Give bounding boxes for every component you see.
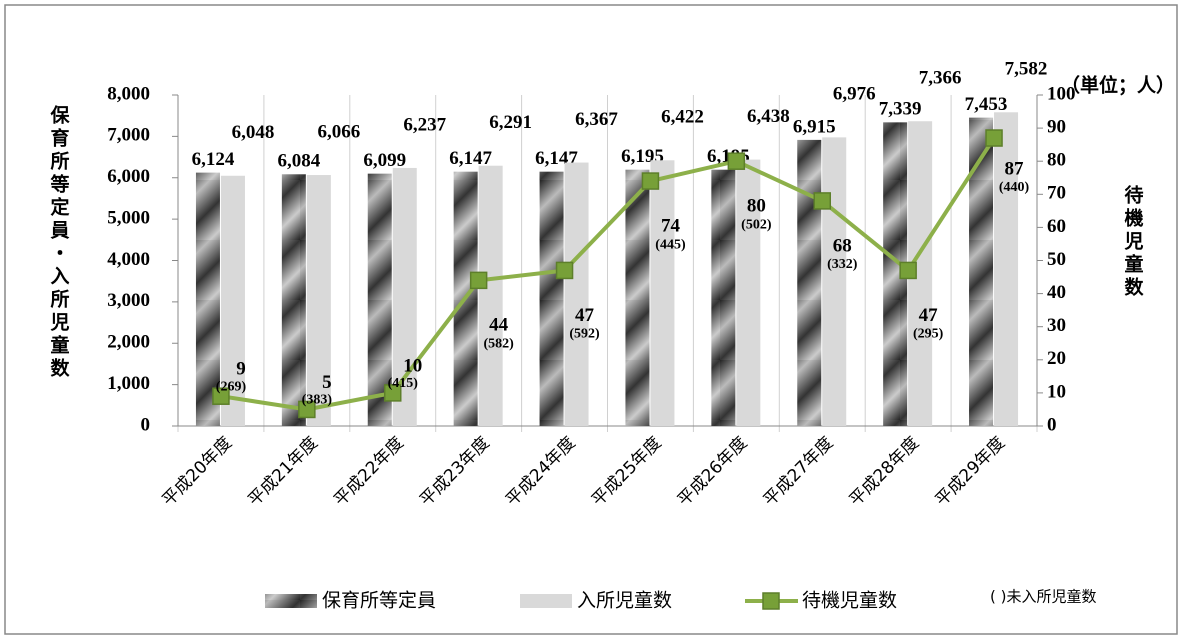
unplaced-label: (383) — [302, 393, 333, 408]
bar-value-label: 6,124 — [192, 149, 235, 170]
unplaced-label: (415) — [388, 376, 419, 391]
y-tick-label: 6,000 — [107, 166, 150, 187]
y-tick-label: 5,000 — [107, 207, 150, 228]
line-value-label: 80 — [747, 196, 766, 217]
y-tick-label: 1,000 — [107, 373, 150, 394]
line-value-label: 68 — [833, 235, 852, 256]
bar — [650, 160, 675, 427]
bar-value-label: 6,099 — [363, 150, 406, 171]
line-marker — [212, 387, 230, 405]
bar-value-label: 6,066 — [317, 121, 360, 142]
y2-tick-label: 20 — [1047, 348, 1066, 369]
bar — [564, 162, 589, 426]
bar — [281, 174, 306, 426]
y2-axis-title-text: 待機児童数 — [1122, 184, 1145, 300]
unplaced-label: (269) — [216, 379, 247, 394]
legend-label: 待機児童数 — [802, 590, 897, 612]
legend-swatch — [520, 594, 572, 608]
line-marker — [298, 400, 316, 419]
bar-value-label: 6,976 — [833, 84, 876, 105]
line-marker — [469, 271, 488, 290]
y2-tick-label: 70 — [1047, 183, 1066, 204]
legend-label: 入所児童数 — [577, 590, 672, 612]
bar — [539, 171, 564, 426]
y-tick-label: 3,000 — [107, 290, 150, 311]
bar — [994, 112, 1019, 427]
bar — [822, 137, 847, 427]
line-marker — [641, 172, 660, 190]
line-value-label: 5 — [322, 372, 332, 393]
y2-tick-label: 60 — [1047, 216, 1066, 237]
y2-tick-label: 90 — [1047, 116, 1066, 137]
line-value-label: 10 — [403, 355, 422, 376]
unplaced-label: (332) — [827, 257, 858, 272]
line-marker — [899, 261, 917, 280]
y2-tick-label: 40 — [1047, 282, 1066, 303]
bar — [736, 159, 761, 426]
line-value-label: 47 — [575, 305, 595, 326]
bar-value-label: 6,291 — [489, 112, 532, 133]
bar-value-label: 6,438 — [747, 106, 790, 127]
bar-value-label: 7,339 — [879, 99, 922, 120]
y2-tick-label: 80 — [1047, 150, 1066, 171]
unplaced-label: (582) — [483, 337, 514, 352]
unplaced-label: (502) — [741, 217, 772, 232]
y-tick-label: 4,000 — [107, 249, 150, 270]
y2-tick-label: 30 — [1047, 315, 1066, 336]
line-value-label: 87 — [1005, 158, 1025, 179]
bar — [306, 175, 331, 426]
line-value-label: 44 — [489, 315, 509, 336]
bar — [625, 169, 650, 426]
y-tick-label: 2,000 — [107, 332, 150, 353]
line-marker — [985, 129, 1003, 147]
unplaced-label: (592) — [569, 327, 600, 342]
y-tick-label: 7,000 — [107, 125, 150, 146]
y-tick-label: 8,000 — [107, 83, 150, 104]
unplaced-label: (440) — [999, 180, 1030, 195]
line-value-label: 47 — [919, 305, 939, 326]
unplaced-label: (445) — [655, 237, 686, 252]
y-axis-title-text: 保育所等定員・入所児童数 — [48, 104, 71, 381]
bar-value-label: 6,237 — [403, 114, 446, 135]
line-marker — [813, 192, 831, 210]
y2-tick-label: 100 — [1047, 83, 1076, 104]
bar — [392, 167, 417, 426]
bar-value-label: 6,367 — [575, 109, 618, 130]
legend-label: ( )未入所児童数 — [990, 588, 1096, 606]
y2-tick-label: 50 — [1047, 249, 1066, 270]
y2-tick-label: 0 — [1047, 414, 1057, 435]
bar — [711, 169, 736, 426]
y2-tick-label: 10 — [1047, 381, 1066, 402]
bar-value-label: 6,048 — [232, 122, 275, 143]
unplaced-label: (295) — [913, 327, 944, 342]
legend-label: 保育所等定員 — [322, 590, 436, 612]
y-tick-label: 0 — [141, 414, 151, 435]
bar — [969, 117, 994, 426]
bar — [797, 139, 822, 426]
line-marker — [555, 261, 574, 280]
bar — [220, 175, 245, 426]
bar — [195, 172, 220, 426]
bar-value-label: 7,366 — [919, 68, 962, 89]
line-value-label: 9 — [236, 359, 246, 380]
line-value-label: 74 — [661, 215, 681, 236]
bar — [367, 173, 392, 426]
line — [220, 136, 996, 412]
bar-value-label: 6,422 — [661, 107, 704, 128]
bar-value-label: 6,147 — [449, 148, 492, 169]
bar-value-label: 6,915 — [793, 116, 836, 137]
legend-marker — [762, 592, 780, 610]
line-marker — [727, 152, 746, 170]
bar-value-label: 7,582 — [1005, 59, 1048, 80]
bar — [478, 165, 503, 426]
line-marker — [384, 384, 402, 402]
unit-label: （単位；人） — [1061, 74, 1175, 97]
legend-swatch — [265, 594, 317, 608]
bar-value-label: 7,453 — [965, 94, 1008, 115]
bar-value-label: 6,084 — [277, 151, 320, 172]
